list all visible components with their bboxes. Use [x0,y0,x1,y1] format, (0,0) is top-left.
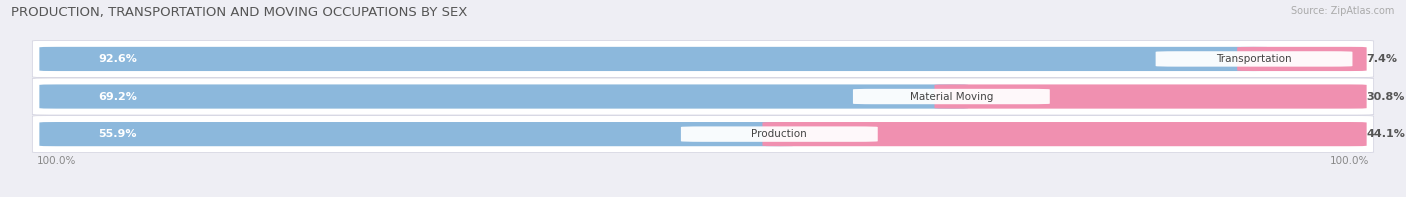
FancyBboxPatch shape [1156,51,1353,67]
FancyBboxPatch shape [39,47,1271,71]
Text: 44.1%: 44.1% [1367,129,1406,139]
FancyBboxPatch shape [32,40,1374,77]
Text: 55.9%: 55.9% [98,129,136,139]
FancyBboxPatch shape [762,122,1367,146]
FancyBboxPatch shape [39,85,969,109]
FancyBboxPatch shape [39,122,796,146]
Text: PRODUCTION, TRANSPORTATION AND MOVING OCCUPATIONS BY SEX: PRODUCTION, TRANSPORTATION AND MOVING OC… [11,6,468,19]
Text: 69.2%: 69.2% [98,92,138,101]
Text: Production: Production [751,129,807,139]
Text: 92.6%: 92.6% [98,54,138,64]
FancyBboxPatch shape [32,78,1374,115]
Text: 30.8%: 30.8% [1367,92,1405,101]
FancyBboxPatch shape [935,85,1367,109]
FancyBboxPatch shape [681,126,877,142]
Text: Transportation: Transportation [1216,54,1292,64]
Text: Material Moving: Material Moving [910,92,993,101]
Text: Source: ZipAtlas.com: Source: ZipAtlas.com [1291,6,1395,16]
FancyBboxPatch shape [1237,47,1367,71]
FancyBboxPatch shape [853,89,1050,104]
Text: 7.4%: 7.4% [1367,54,1398,64]
FancyBboxPatch shape [32,116,1374,153]
